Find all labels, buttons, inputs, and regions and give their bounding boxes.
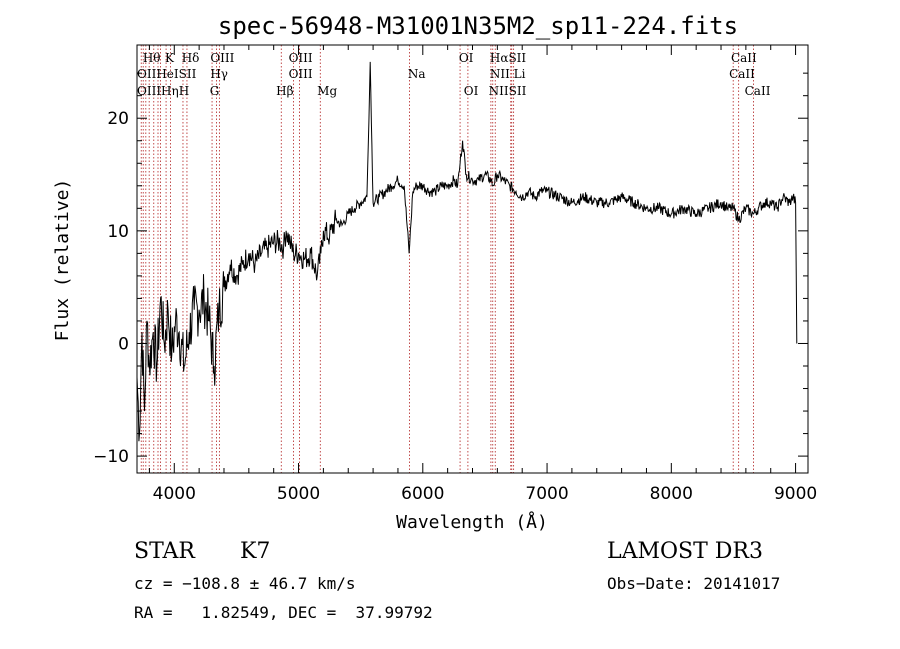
x-axis-label: Wavelength (Å) [396,511,548,533]
line-label: Mg [317,84,337,98]
emission-line-labels: Hθ K Hδ OIII OIII OI HαSII CaII OIIHeISII Hγ OIII N… [137,51,771,98]
line-label: Hθ [143,51,161,65]
y-tick-label: 20 [107,109,129,129]
line-label: HαSII [490,51,527,65]
y-axis-label: Flux (relative) [52,179,73,342]
line-label: Hδ [182,51,200,65]
line-label: Na [408,67,426,81]
line-label: NII Li [490,67,526,81]
line-label: OIII [289,51,313,65]
chart-title: spec-56948-M31001N35M2_sp11-224.fits [218,12,738,40]
x-tick-label: 5000 [277,484,320,504]
spectrum-line [136,61,798,442]
x-axis: 4000 5000 6000 7000 8000 9000 [148,45,817,504]
survey-name: LAMOST DR3 [607,539,763,564]
line-label: OI [464,84,479,98]
line-label: Hβ [276,84,293,98]
x-tick-label: 8000 [650,484,693,504]
line-label: OI [459,51,474,65]
emission-line-markers [140,45,754,473]
x-tick-label: 4000 [153,484,196,504]
x-tick-label: 9000 [774,484,817,504]
redshift-cz: cz = −108.8 ± 46.7 km/s [134,574,356,593]
y-tick-label: 10 [107,222,129,242]
x-tick-label: 7000 [525,484,568,504]
plot-frame [136,44,809,474]
line-label: K [165,51,175,65]
line-label: CaII [729,67,755,81]
observation-date: Obs−Date: 20141017 [607,574,781,593]
y-tick-label: 0 [118,334,129,354]
line-label: OIII [289,67,313,81]
object-class: STAR [134,539,195,564]
line-label: G [210,84,220,98]
line-label: OIII [210,51,234,65]
line-label: NIISII [489,84,527,98]
ra-dec-coordinates: RA = 1.82549, DEC = 37.99792 [134,603,433,622]
line-label: OIIHeISII [137,67,197,81]
line-label: CaII [731,51,757,65]
x-tick-label: 6000 [401,484,444,504]
y-axis: −10 0 10 20 [93,72,808,467]
line-label: Hγ [210,67,228,81]
y-tick-label: −10 [93,447,129,467]
object-subclass: K7 [240,539,271,564]
line-label: CaII [745,84,771,98]
line-label: OIIIHηH [137,84,189,98]
